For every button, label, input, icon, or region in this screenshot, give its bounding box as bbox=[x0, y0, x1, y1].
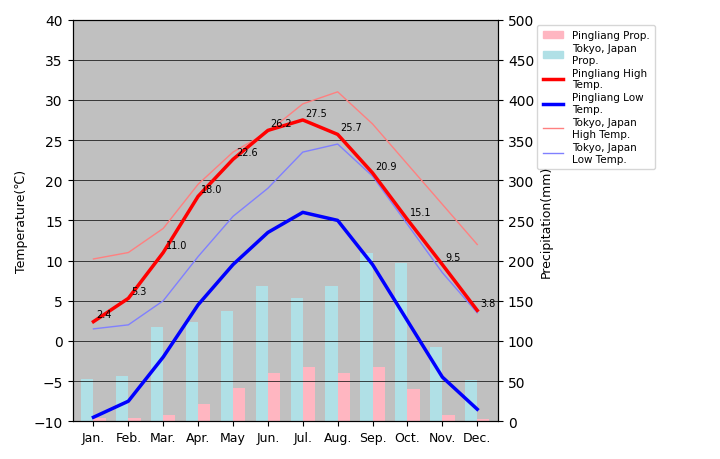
Bar bbox=[81, 380, 94, 421]
Text: 3.8: 3.8 bbox=[480, 298, 495, 308]
Bar bbox=[430, 347, 442, 421]
Bar bbox=[325, 367, 338, 421]
Legend: Pingliang Prop., Tokyo, Japan
Prop., Pingliang High
Temp., Pingliang Low
Temp., : Pingliang Prop., Tokyo, Japan Prop., Pin… bbox=[537, 26, 654, 169]
Y-axis label: Precipitation(mm): Precipitation(mm) bbox=[540, 165, 553, 277]
Bar bbox=[94, 419, 106, 421]
Bar bbox=[233, 388, 246, 421]
Bar bbox=[116, 421, 128, 457]
Bar bbox=[116, 376, 128, 421]
Bar bbox=[291, 298, 303, 421]
Bar bbox=[395, 344, 408, 421]
Text: 22.6: 22.6 bbox=[235, 148, 258, 158]
Text: 20.9: 20.9 bbox=[375, 162, 397, 172]
Bar bbox=[221, 312, 233, 421]
Bar bbox=[256, 367, 268, 421]
Text: 15.1: 15.1 bbox=[410, 208, 432, 218]
Bar bbox=[151, 328, 163, 421]
Bar bbox=[360, 253, 372, 421]
Bar bbox=[360, 333, 372, 421]
Text: 26.2: 26.2 bbox=[271, 119, 292, 129]
Text: 11.0: 11.0 bbox=[166, 241, 187, 251]
Bar bbox=[430, 421, 442, 428]
Bar bbox=[151, 408, 163, 421]
Bar bbox=[163, 415, 176, 421]
Bar bbox=[81, 421, 94, 459]
Bar bbox=[477, 419, 490, 421]
Bar bbox=[325, 287, 338, 421]
Bar bbox=[465, 421, 477, 459]
Y-axis label: Temperature(℃): Temperature(℃) bbox=[15, 169, 28, 272]
Bar bbox=[198, 404, 210, 421]
Text: 2.4: 2.4 bbox=[96, 310, 112, 320]
Bar bbox=[221, 392, 233, 421]
Bar bbox=[338, 373, 350, 421]
Text: 5.3: 5.3 bbox=[131, 286, 146, 297]
Bar bbox=[268, 373, 280, 421]
Bar bbox=[372, 368, 384, 421]
Text: 18.0: 18.0 bbox=[201, 185, 222, 195]
Bar bbox=[395, 263, 408, 421]
Bar bbox=[408, 389, 420, 421]
Bar bbox=[186, 402, 198, 421]
Text: 25.7: 25.7 bbox=[341, 123, 362, 133]
Bar bbox=[465, 381, 477, 421]
Text: 27.5: 27.5 bbox=[305, 108, 328, 118]
Bar bbox=[128, 418, 140, 421]
Bar bbox=[291, 378, 303, 421]
Text: 9.5: 9.5 bbox=[445, 253, 461, 263]
Bar bbox=[442, 415, 454, 421]
Bar bbox=[303, 368, 315, 421]
Bar bbox=[186, 322, 198, 421]
Bar bbox=[256, 287, 268, 421]
